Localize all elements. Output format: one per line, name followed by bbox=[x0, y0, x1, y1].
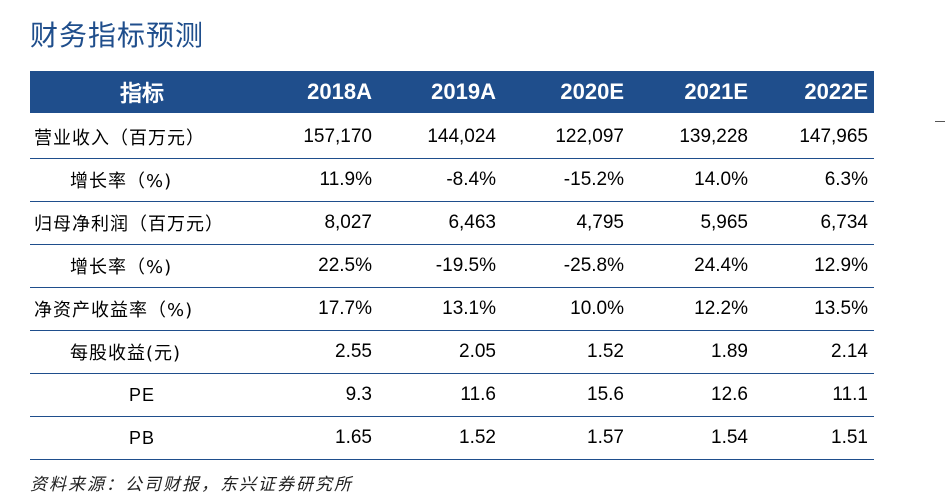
table-cell: 8,027 bbox=[254, 201, 378, 245]
table-cell: 4,795 bbox=[502, 201, 630, 245]
table-cell: 1.89 bbox=[630, 330, 754, 374]
column-header-2019a: 2019A bbox=[378, 71, 502, 116]
table-cell: -19.5% bbox=[378, 244, 502, 288]
table-cell: 1.65 bbox=[254, 416, 378, 460]
table-cell: 1.52 bbox=[378, 416, 502, 460]
row-label: 每股收益(元) bbox=[30, 330, 254, 374]
table-cell: 11.1 bbox=[754, 373, 874, 417]
table-cell: 6,463 bbox=[378, 201, 502, 245]
table-cell: -8.4% bbox=[378, 158, 502, 202]
table-row: 归母净利润（百万元） 8,027 6,463 4,795 5,965 6,734 bbox=[30, 201, 874, 245]
table-cell: 10.0% bbox=[502, 287, 630, 331]
edge-divider bbox=[935, 121, 945, 122]
table-cell: 2.05 bbox=[378, 330, 502, 374]
table-cell: 1.54 bbox=[630, 416, 754, 460]
table-row: PB 1.65 1.52 1.57 1.54 1.51 bbox=[30, 416, 874, 460]
row-label: PB bbox=[30, 416, 254, 460]
table-cell: 1.51 bbox=[754, 416, 874, 460]
table-cell: 1.52 bbox=[502, 330, 630, 374]
table-cell: 6.3% bbox=[754, 158, 874, 202]
column-header-2018a: 2018A bbox=[254, 71, 378, 116]
column-header-2020e: 2020E bbox=[502, 71, 630, 116]
row-label: 增长率（%) bbox=[30, 158, 254, 202]
table-cell: 22.5% bbox=[254, 244, 378, 288]
table-cell: 11.6 bbox=[378, 373, 502, 417]
table-row: PE 9.3 11.6 15.6 12.6 11.1 bbox=[30, 373, 874, 417]
table-cell: 5,965 bbox=[630, 201, 754, 245]
row-label: 营业收入（百万元） bbox=[30, 114, 254, 159]
table-cell: 12.6 bbox=[630, 373, 754, 417]
table-row: 净资产收益率（%) 17.7% 13.1% 10.0% 12.2% 13.5% bbox=[30, 287, 874, 331]
table-cell: 14.0% bbox=[630, 158, 754, 202]
table-row: 每股收益(元) 2.55 2.05 1.52 1.89 2.14 bbox=[30, 330, 874, 374]
table-cell: 147,965 bbox=[754, 114, 874, 159]
row-label: PE bbox=[30, 373, 254, 417]
table-cell: 9.3 bbox=[254, 373, 378, 417]
table-cell: 122,097 bbox=[502, 114, 630, 159]
financial-forecast-table: 指标 2018A 2019A 2020E 2021E 2022E 营业收入（百万… bbox=[30, 71, 874, 460]
table-cell: 157,170 bbox=[254, 114, 378, 159]
column-header-2022e: 2022E bbox=[754, 71, 874, 116]
table-cell: -25.8% bbox=[502, 244, 630, 288]
table-cell: 2.14 bbox=[754, 330, 874, 374]
table-cell: 139,228 bbox=[630, 114, 754, 159]
column-header-2021e: 2021E bbox=[630, 71, 754, 116]
table-cell: 6,734 bbox=[754, 201, 874, 245]
table-cell: 15.6 bbox=[502, 373, 630, 417]
table-cell: -15.2% bbox=[502, 158, 630, 202]
table-cell: 1.57 bbox=[502, 416, 630, 460]
table-cell: 24.4% bbox=[630, 244, 754, 288]
table-cell: 13.5% bbox=[754, 287, 874, 331]
table-row: 营业收入（百万元） 157,170 144,024 122,097 139,22… bbox=[30, 114, 874, 159]
column-header-indicator: 指标 bbox=[30, 71, 254, 116]
table-cell: 17.7% bbox=[254, 287, 378, 331]
table-row: 增长率（%) 22.5% -19.5% -25.8% 24.4% 12.9% bbox=[30, 244, 874, 288]
table-row: 增长率（%) 11.9% -8.4% -15.2% 14.0% 6.3% bbox=[30, 158, 874, 202]
table-cell: 12.2% bbox=[630, 287, 754, 331]
table-header-row: 指标 2018A 2019A 2020E 2021E 2022E bbox=[30, 71, 874, 116]
table-cell: 12.9% bbox=[754, 244, 874, 288]
row-label: 归母净利润（百万元） bbox=[30, 201, 254, 245]
table-cell: 144,024 bbox=[378, 114, 502, 159]
source-note: 资料来源：公司财报，东兴证券研究所 bbox=[30, 475, 353, 495]
row-label: 净资产收益率（%) bbox=[30, 287, 254, 331]
row-label: 增长率（%) bbox=[30, 244, 254, 288]
table-cell: 13.1% bbox=[378, 287, 502, 331]
table-cell: 11.9% bbox=[254, 158, 378, 202]
page-title: 财务指标预测 bbox=[30, 19, 205, 52]
table-cell: 2.55 bbox=[254, 330, 378, 374]
